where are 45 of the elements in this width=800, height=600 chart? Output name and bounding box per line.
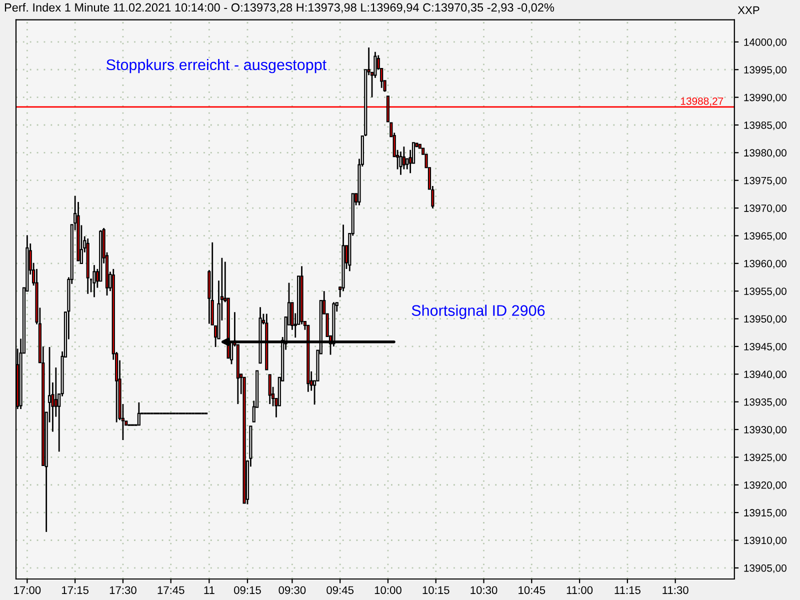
y-tick-label: 13970,00 xyxy=(744,204,786,214)
ref-line-label: 13988,27 xyxy=(680,97,724,106)
candlestick xyxy=(137,402,140,426)
annotation: Shortsignal ID 2906 xyxy=(412,304,545,319)
candlestick xyxy=(268,374,272,405)
annotation: Stoppkurs erreicht - ausgestoppt xyxy=(106,58,326,74)
x-tick-label: 10:15 xyxy=(422,586,450,594)
y-tick-label: 13980,00 xyxy=(744,149,786,158)
candlestick xyxy=(399,150,402,176)
y-tick-label: 13935,00 xyxy=(744,398,786,407)
x-tick-label: 09:30 xyxy=(278,586,306,594)
y-tick-label: 13910,00 xyxy=(744,536,786,546)
candlestick xyxy=(92,264,96,298)
x-tick-label: 10:00 xyxy=(374,586,402,594)
y-tick-label: 13905,00 xyxy=(744,564,786,574)
x-tick-label: 17:45 xyxy=(158,586,184,594)
x-tick-label: 17:30 xyxy=(110,586,136,594)
y-tick-label: 13985,00 xyxy=(744,121,786,130)
y-tick-label: 13950,00 xyxy=(744,315,786,324)
y-tick-label: 13990,00 xyxy=(744,94,786,102)
chart-title: Perf. Index 1 Minute 11.02.2021 10:14:00 - O:13973,28 H:13973,98 L:13969,94 C:13970,35 -2,93 -0,02% xyxy=(4,3,554,14)
text: XXP xyxy=(738,6,760,14)
y-tick-label: 13940,00 xyxy=(744,370,786,380)
y-tick-label: 13925,00 xyxy=(744,454,786,462)
x-tick-label: 09:45 xyxy=(326,586,354,594)
y-tick-label: 13955,00 xyxy=(744,288,786,296)
y-tick-label: 14000,00 xyxy=(744,38,786,48)
y-tick-label: 13975,00 xyxy=(744,176,786,186)
y-tick-label: 13915,00 xyxy=(744,509,786,518)
x-tick-label: 11:30 xyxy=(662,586,688,594)
x-tick-label: 09:15 xyxy=(234,586,261,594)
x-tick-label: 17:15 xyxy=(62,586,89,594)
y-tick-label: 13960,00 xyxy=(744,260,786,269)
y-tick-label: 13930,00 xyxy=(744,426,786,435)
x-tick-label: 11:00 xyxy=(566,586,593,594)
y-tick-label: 13995,00 xyxy=(744,66,786,75)
y-tick-label: 13945,00 xyxy=(744,342,786,352)
candlestick xyxy=(374,51,377,79)
x-tick-label: 11 xyxy=(204,586,214,594)
y-tick-label: 13920,00 xyxy=(744,481,786,490)
x-tick-label: 10:45 xyxy=(518,586,546,594)
y-tick-label: 13965,00 xyxy=(744,232,786,241)
x-tick-label: 11:15 xyxy=(614,586,640,594)
x-tick-label: 10:30 xyxy=(470,586,498,594)
x-tick-label: 17:00 xyxy=(14,586,41,594)
